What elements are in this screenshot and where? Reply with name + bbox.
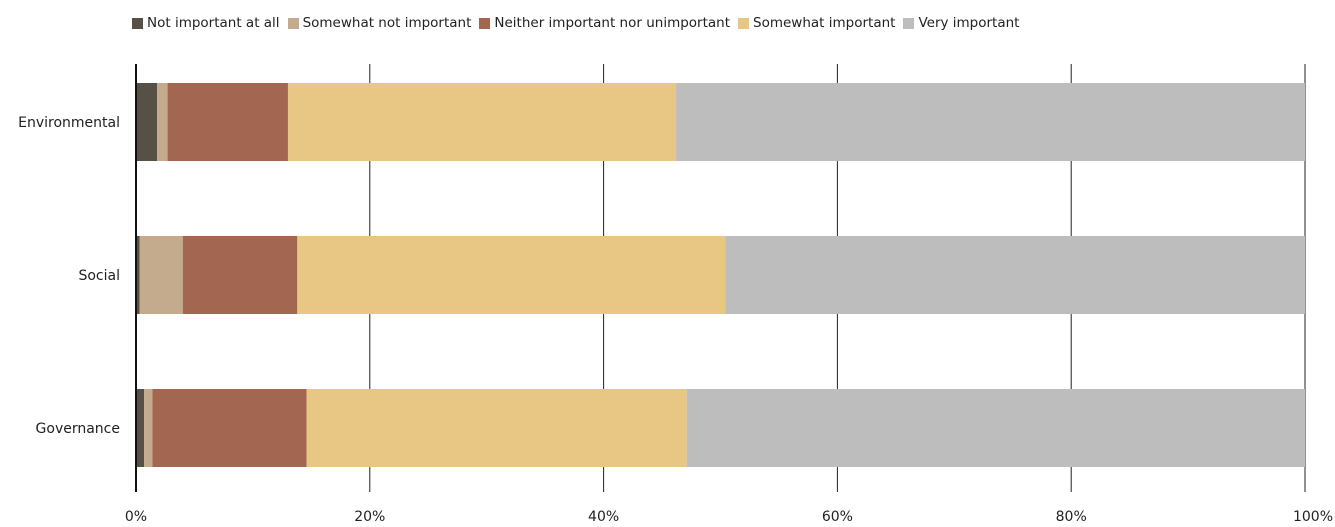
legend-item: Somewhat not important [287,15,472,31]
bar-segment [306,389,687,467]
x-tick-label: 80% [1056,509,1087,525]
legend-swatch [738,17,750,29]
bar-segment [182,236,298,314]
legend-label: Very important [918,15,1020,31]
chart-legend: Not important at all Somewhat not importa… [132,12,1027,34]
bar-segment [725,236,1305,314]
category-label: Social [78,268,120,284]
category-label: Environmental [18,115,120,131]
legend-label: Not important at all [147,15,280,31]
legend-item: Not important at all [132,15,280,31]
legend-label: Somewhat important [753,15,896,31]
bar-segment [167,83,288,161]
category-label: Governance [36,421,120,437]
legend-item: Somewhat important [738,15,895,31]
bar-segment [144,389,153,467]
bar-segment [139,236,183,314]
x-tick-label: 60% [822,509,853,525]
bar-segment [136,83,158,161]
bar-segment [676,83,1305,161]
legend-item: Neither important nor unimportant [479,15,730,31]
legend-item: Very important [903,15,1019,31]
legend-label: Somewhat not important [302,15,472,31]
legend-label: Neither important nor unimportant [494,15,731,31]
x-tick-label: 0% [125,509,147,525]
bar-segment [686,389,1305,467]
x-tick-label: 40% [588,509,619,525]
bar-segment [136,389,145,467]
legend-swatch [903,17,915,29]
bar-segment [152,389,307,467]
bar-segment [136,236,140,314]
x-tick-label: 20% [354,509,385,525]
legend-swatch [132,17,143,29]
legend-swatch [479,17,491,29]
x-tick-label: 100% [1293,509,1333,525]
legend-swatch [287,17,299,29]
bar-segment [297,236,726,314]
bar-segment [157,83,168,161]
bar-segment [287,83,677,161]
